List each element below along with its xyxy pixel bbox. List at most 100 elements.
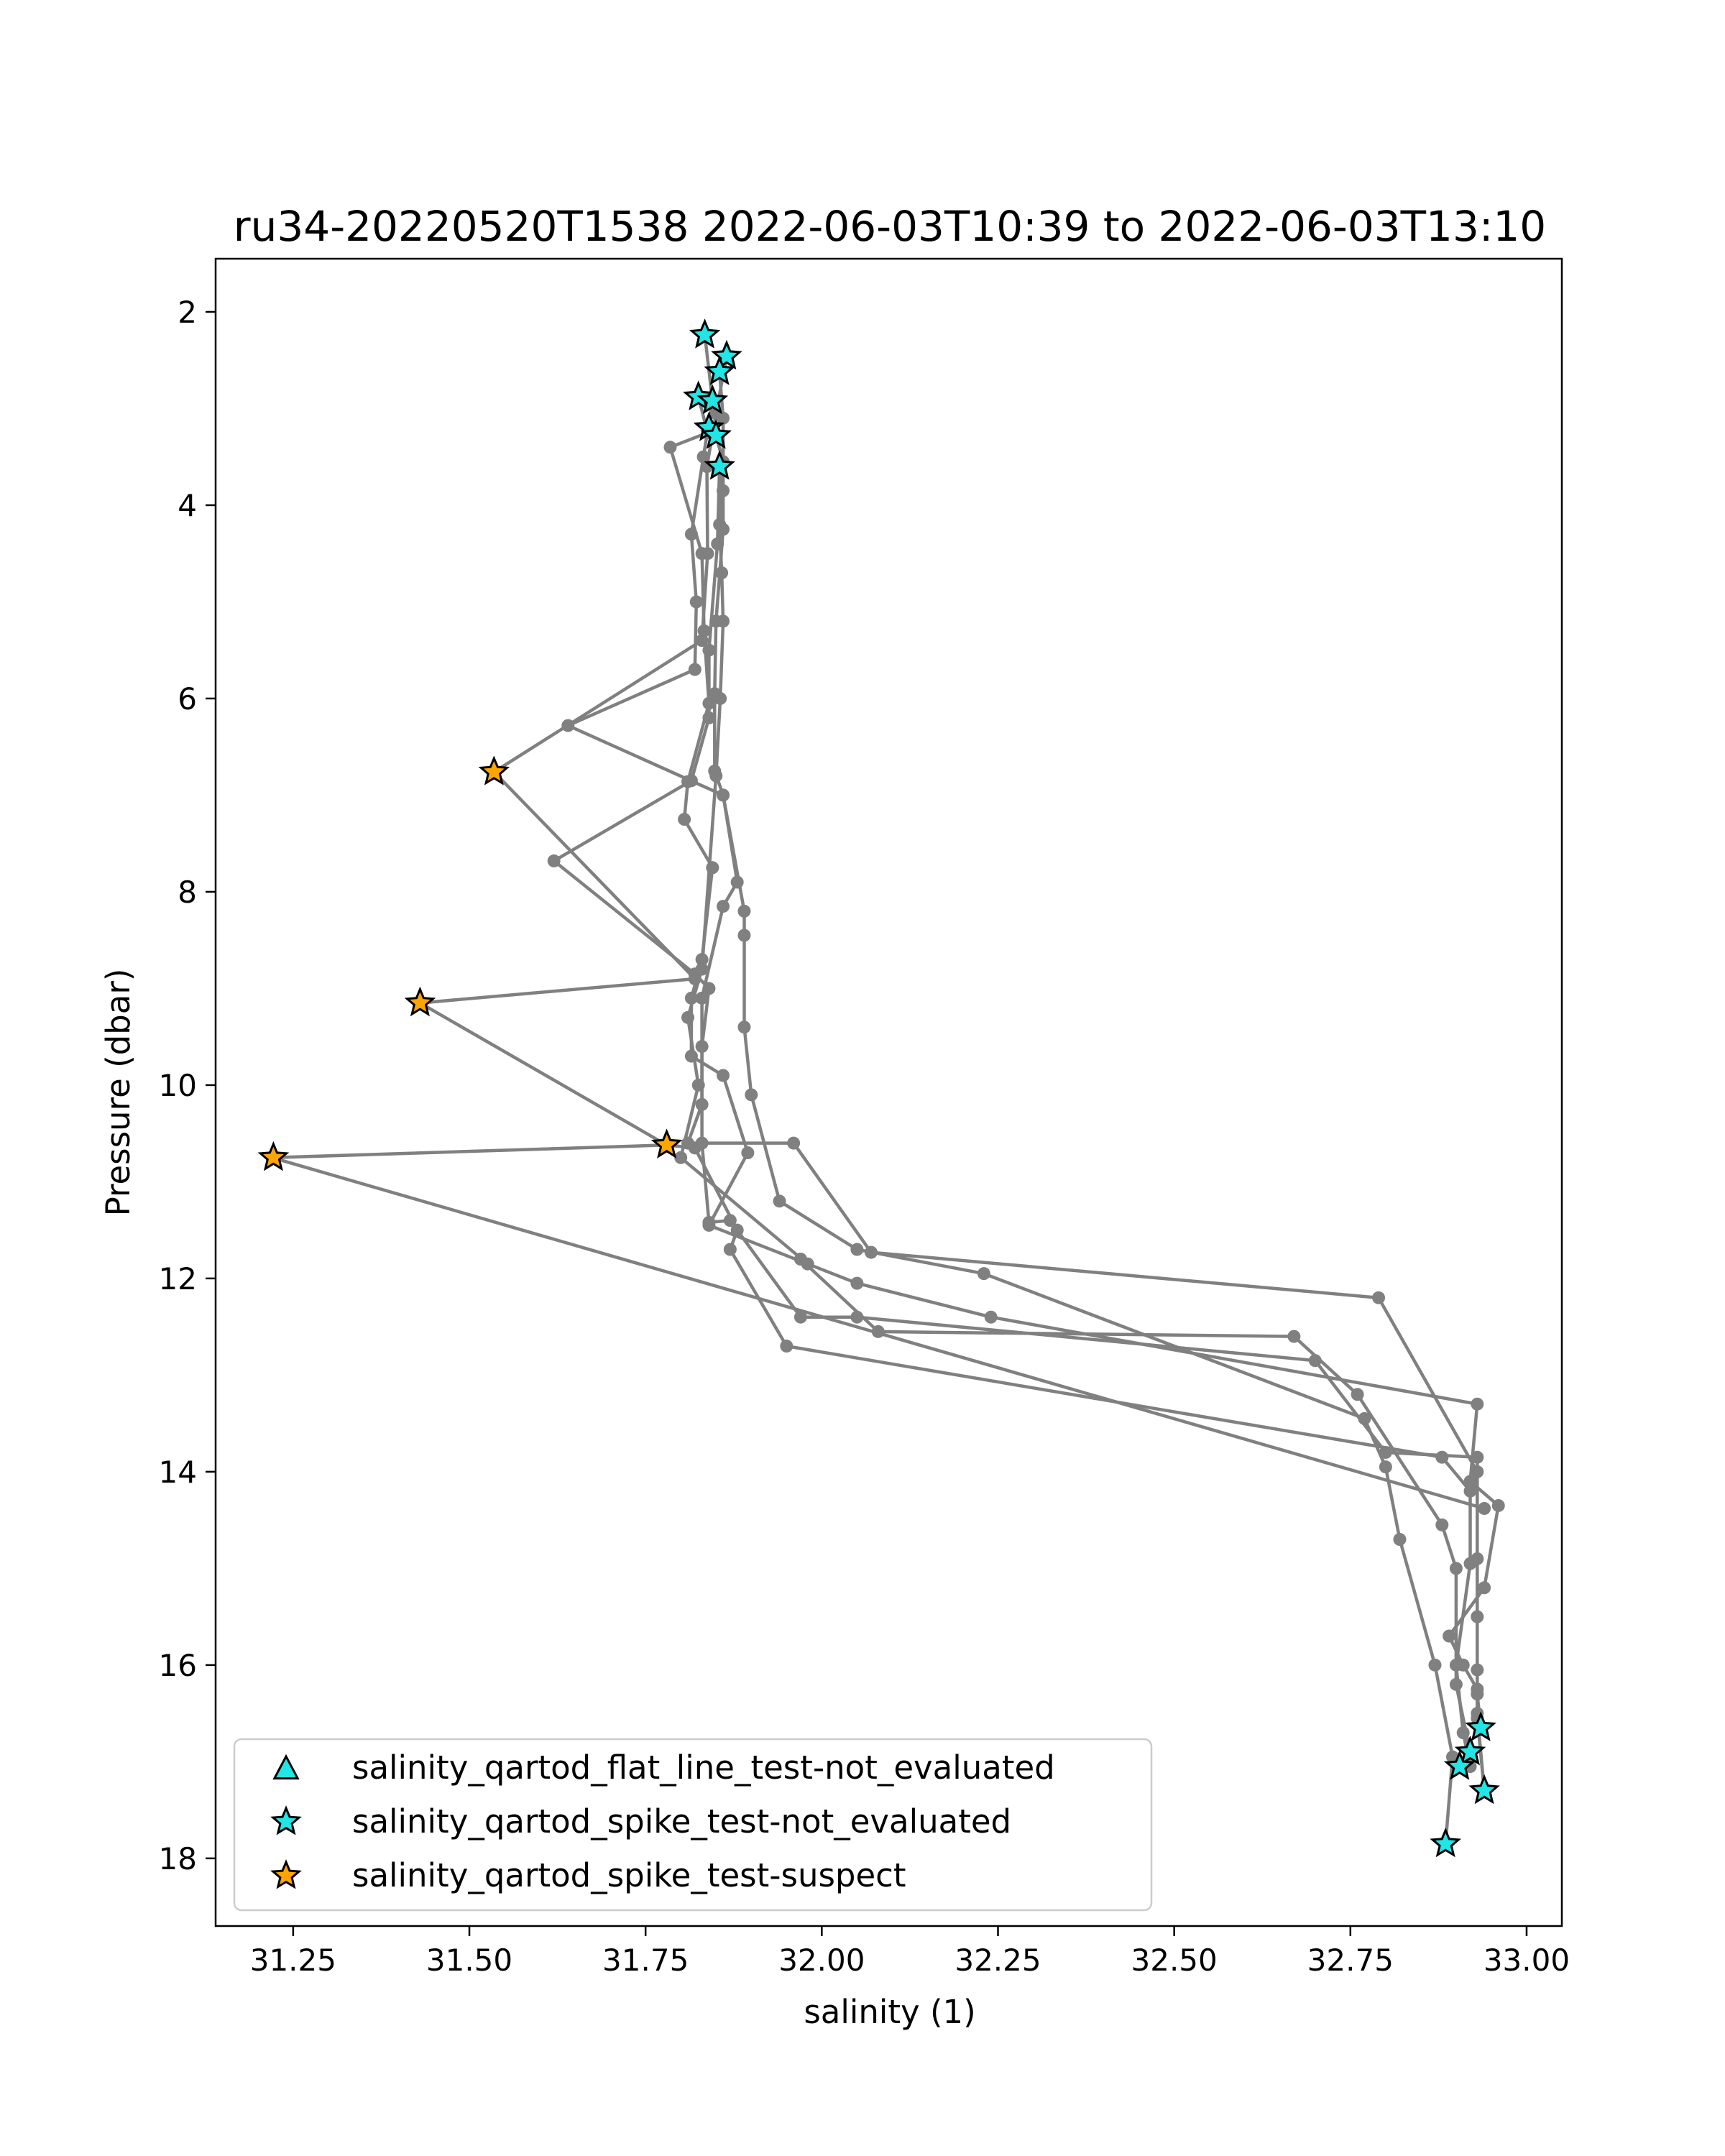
x-tick-label: 32.00 bbox=[778, 1943, 865, 1978]
profile-point bbox=[1471, 1610, 1484, 1623]
profile-point bbox=[737, 1021, 751, 1034]
profile-point bbox=[1478, 1581, 1491, 1595]
y-tick-label: 12 bbox=[159, 1261, 197, 1296]
profile-point bbox=[702, 711, 716, 724]
legend-label-spike-suspect: salinity_qartod_spike_test-suspect bbox=[352, 1856, 906, 1894]
profile-point bbox=[711, 537, 724, 550]
profile-line bbox=[678, 433, 1472, 1754]
profile-point bbox=[695, 1040, 709, 1054]
star-marker bbox=[1468, 1774, 1500, 1805]
profile-point bbox=[864, 1245, 878, 1259]
profile-point bbox=[737, 904, 751, 918]
profile-point bbox=[717, 614, 730, 628]
legend-star-icon bbox=[270, 1859, 302, 1889]
profile-point bbox=[688, 967, 702, 981]
legend: salinity_qartod_flat_line_test-not_evalu… bbox=[233, 1738, 1153, 1912]
profile-point bbox=[1379, 1445, 1392, 1459]
profile-point bbox=[741, 1146, 755, 1160]
profile-point bbox=[737, 929, 751, 942]
profile-point bbox=[714, 691, 727, 705]
profile-point bbox=[717, 1069, 730, 1082]
legend-box bbox=[233, 1738, 1153, 1912]
x-tick-label: 32.75 bbox=[1307, 1943, 1394, 1978]
profile-point bbox=[1435, 1518, 1449, 1531]
profile-point bbox=[695, 1097, 709, 1111]
profile-point bbox=[702, 982, 716, 995]
chart-title: ru34-20220520T1538 2022-06-03T10:39 to 2… bbox=[234, 202, 1546, 251]
y-tick-label: 10 bbox=[159, 1068, 197, 1103]
profile-point bbox=[715, 566, 729, 580]
y-axis: 2 4 6 8 10 12 14 16 18 bbox=[159, 295, 216, 1876]
profile-point bbox=[1491, 1498, 1505, 1512]
star-marker bbox=[700, 419, 732, 449]
profile-point bbox=[695, 547, 709, 561]
y-tick-label: 16 bbox=[159, 1648, 197, 1683]
profile-point bbox=[1449, 1562, 1463, 1575]
profile-point bbox=[702, 1218, 716, 1232]
profile-point bbox=[1435, 1450, 1449, 1464]
profile-point bbox=[723, 1243, 737, 1256]
y-tick-label: 6 bbox=[178, 681, 197, 717]
profile-point bbox=[663, 441, 677, 454]
profile-point bbox=[674, 1151, 688, 1164]
profile-point bbox=[717, 900, 730, 913]
profile-point bbox=[689, 595, 703, 609]
profile-line bbox=[272, 1143, 668, 1160]
x-tick-label: 31.25 bbox=[250, 1943, 336, 1978]
profile-point bbox=[745, 1088, 758, 1102]
profile-line bbox=[270, 1156, 1486, 1511]
profile-point bbox=[730, 875, 744, 889]
profile-point bbox=[850, 1276, 864, 1290]
profile-point bbox=[723, 1214, 737, 1227]
profile-point bbox=[684, 774, 698, 788]
star-marker bbox=[704, 450, 735, 480]
profile-point bbox=[1456, 1658, 1470, 1672]
x-tick-label: 31.75 bbox=[602, 1943, 689, 1978]
profile-point bbox=[787, 1136, 801, 1150]
profile-point bbox=[1379, 1460, 1392, 1474]
profile-point bbox=[794, 1310, 807, 1324]
y-axis-label: Pressure (dbar) bbox=[99, 969, 137, 1217]
star-marker bbox=[257, 1141, 290, 1171]
y-tick-label: 18 bbox=[159, 1841, 197, 1876]
y-tick-label: 4 bbox=[178, 488, 197, 523]
legend-label-spike-not-evaluated: salinity_qartod_spike_test-not_evaluated bbox=[352, 1802, 1011, 1841]
profile-point bbox=[1351, 1388, 1364, 1401]
profile-point bbox=[794, 1253, 807, 1266]
star-marker bbox=[1465, 1711, 1497, 1741]
profile-point bbox=[1393, 1533, 1407, 1547]
profile-point bbox=[1471, 1465, 1484, 1478]
legend-triangle-icon bbox=[272, 1754, 300, 1780]
profile-point bbox=[1478, 1501, 1491, 1515]
profile-point bbox=[850, 1243, 864, 1256]
profile-point bbox=[702, 643, 716, 657]
y-tick-label: 14 bbox=[159, 1455, 197, 1490]
star-marker bbox=[1454, 1735, 1486, 1766]
x-tick-label: 31.50 bbox=[426, 1943, 512, 1978]
plot-frame bbox=[214, 257, 1563, 1927]
profile-point bbox=[984, 1310, 998, 1324]
y-tick-label: 8 bbox=[178, 875, 197, 910]
profile-point bbox=[1463, 1475, 1477, 1488]
profile-point bbox=[780, 1340, 794, 1353]
profile-point bbox=[709, 769, 723, 783]
x-axis-label: salinity (1) bbox=[804, 1993, 975, 2031]
star-marker bbox=[689, 318, 721, 349]
legend-star-icon bbox=[270, 1805, 302, 1835]
profile-point bbox=[1471, 1397, 1484, 1411]
profile-lines bbox=[265, 328, 1505, 1851]
profile-point bbox=[1428, 1658, 1442, 1672]
profile-point bbox=[1463, 1484, 1477, 1498]
star-marker bbox=[1430, 1827, 1462, 1858]
profile-point bbox=[773, 1194, 786, 1208]
y-tick-label: 2 bbox=[178, 295, 197, 330]
x-tick-label: 32.25 bbox=[954, 1943, 1041, 1978]
profile-line bbox=[552, 464, 1483, 1730]
star-marker bbox=[1443, 1750, 1476, 1780]
profile-point bbox=[678, 813, 691, 826]
x-tick-label: 33.00 bbox=[1484, 1943, 1570, 1978]
flag-markers bbox=[257, 318, 1500, 1858]
x-tick-label: 32.50 bbox=[1131, 1943, 1218, 1978]
profile-point bbox=[681, 1136, 695, 1150]
